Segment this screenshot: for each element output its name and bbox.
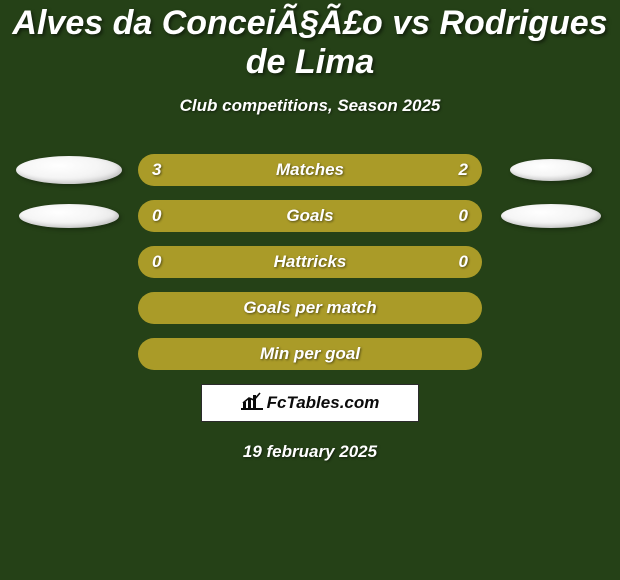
stat-label: Hattricks	[274, 252, 347, 272]
stat-label: Matches	[276, 160, 344, 180]
date-text: 19 february 2025	[0, 442, 620, 462]
oval-left	[19, 204, 119, 228]
oval-right	[501, 204, 601, 228]
logo-text: FcTables.com	[267, 393, 380, 413]
oval-left	[16, 156, 122, 184]
stat-row: 0 Goals 0	[0, 200, 620, 232]
oval-wrap-left	[0, 156, 138, 184]
stat-bar: 0 Goals 0	[138, 200, 482, 232]
stat-label: Goals	[286, 206, 333, 226]
stat-value-right: 0	[459, 206, 468, 226]
stat-row: Min per goal	[0, 338, 620, 370]
stat-value-left: 3	[152, 160, 161, 180]
stat-row: Goals per match	[0, 292, 620, 324]
oval-wrap-right	[482, 204, 620, 228]
chart-icon	[241, 392, 263, 415]
stat-value-left: 0	[152, 252, 161, 272]
stat-value-right: 2	[459, 160, 468, 180]
stat-value-right: 0	[459, 252, 468, 272]
stat-label: Goals per match	[243, 298, 376, 318]
stat-bar: Goals per match	[138, 292, 482, 324]
stat-bar: 0 Hattricks 0	[138, 246, 482, 278]
oval-wrap-left	[0, 204, 138, 228]
oval-right	[510, 159, 592, 181]
oval-wrap-right	[482, 159, 620, 181]
logo-box: FcTables.com	[201, 384, 419, 422]
stat-bar: 3 Matches 2	[138, 154, 482, 186]
stat-rows: 3 Matches 2 0 Goals 0 0 Hattricks 0 Goals per mat…	[0, 154, 620, 370]
page-title: Alves da ConceiÃ§Ã£o vs Rodrigues de Lim…	[0, 4, 620, 82]
stat-row: 0 Hattricks 0	[0, 246, 620, 278]
subtitle: Club competitions, Season 2025	[0, 96, 620, 116]
stat-label: Min per goal	[260, 344, 360, 364]
stat-value-left: 0	[152, 206, 161, 226]
stat-bar: Min per goal	[138, 338, 482, 370]
stat-row: 3 Matches 2	[0, 154, 620, 186]
